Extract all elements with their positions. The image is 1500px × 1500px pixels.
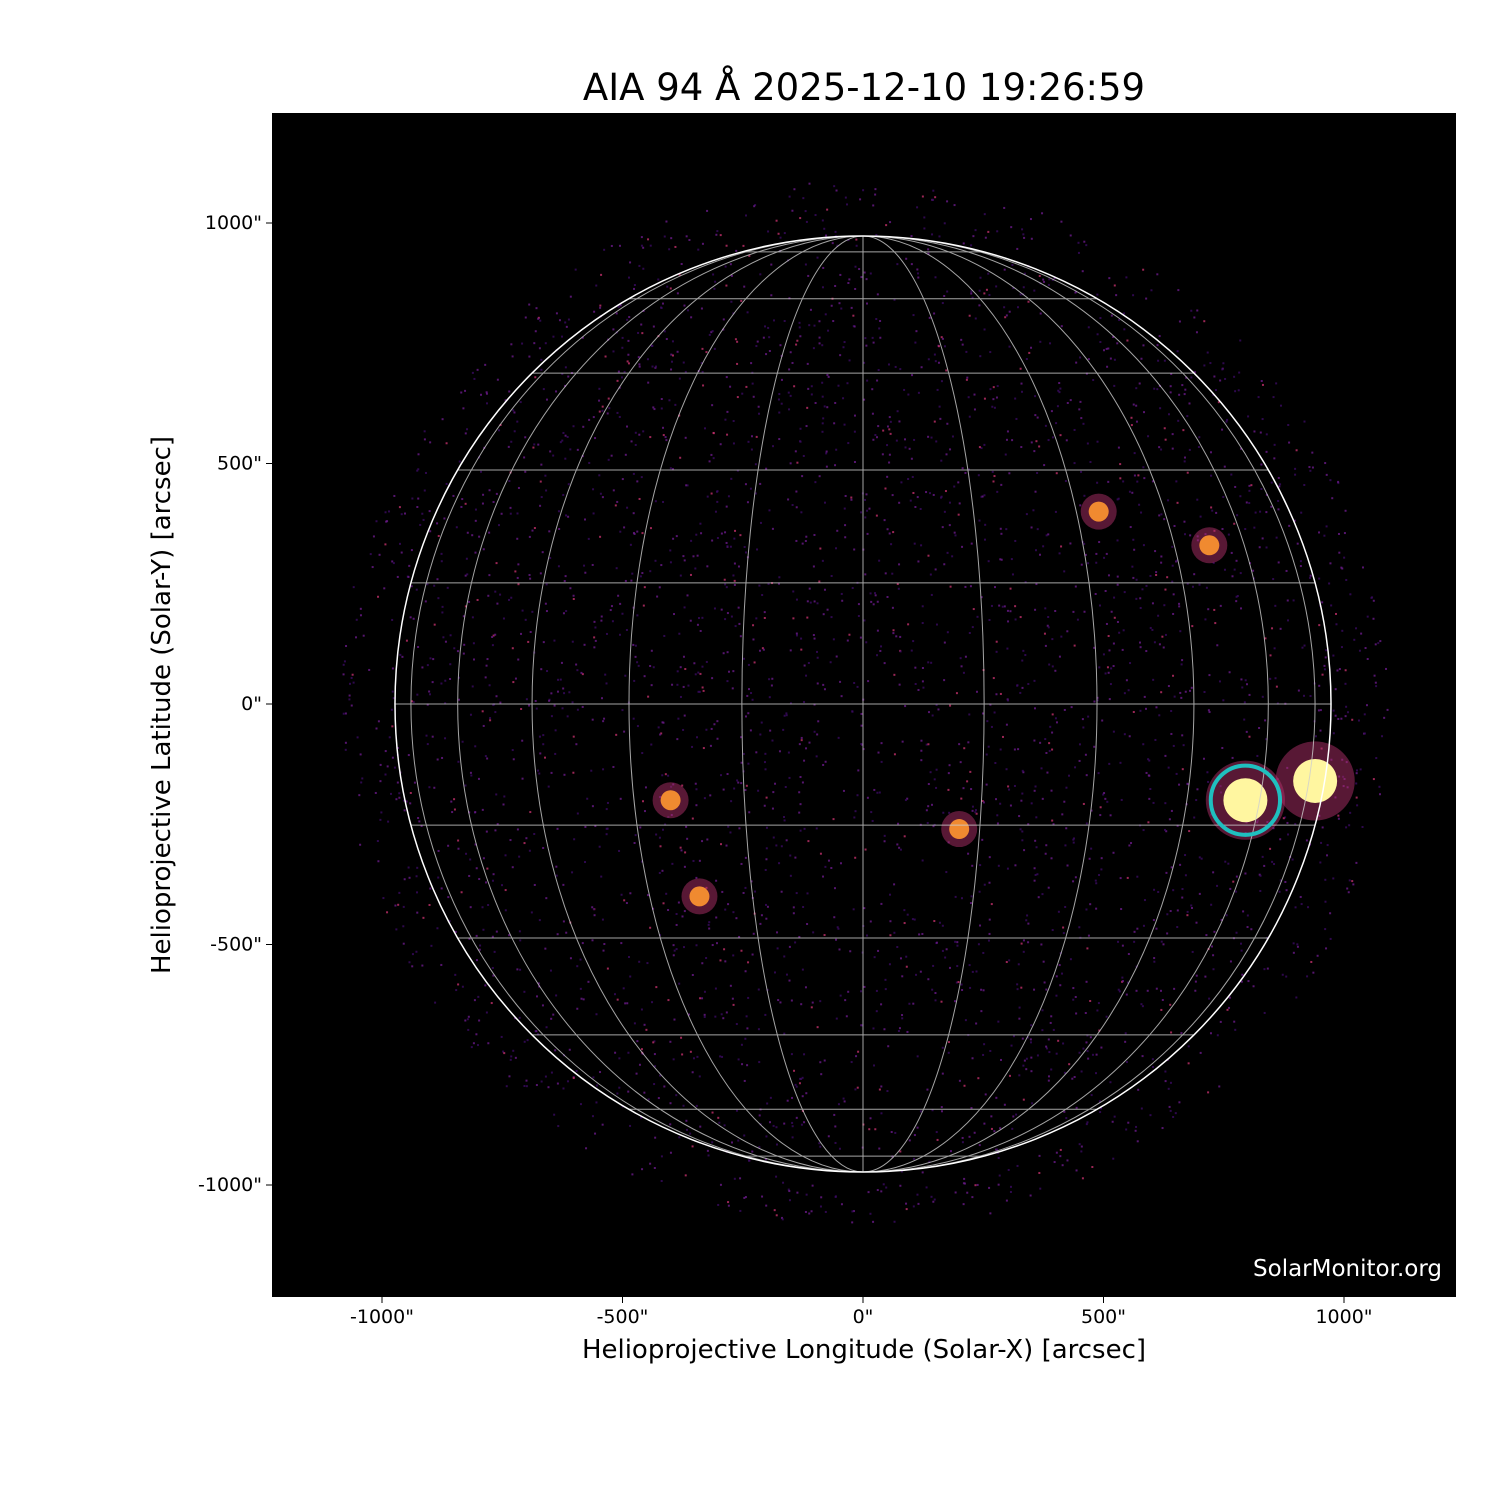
active-region-core <box>1293 758 1338 803</box>
flare-highlight-circle <box>1208 763 1283 837</box>
y-tick-label: 1000" <box>205 212 262 234</box>
y-tick-label: -500" <box>210 934 262 956</box>
x-tick-label: -1000" <box>350 1306 414 1328</box>
active-region-core <box>1223 778 1268 823</box>
active-region-core <box>660 790 681 811</box>
active-region-core <box>949 819 970 840</box>
x-tick-label: 500" <box>1081 1306 1126 1328</box>
plot-title: AIA 94 Å 2025-12-10 19:26:59 <box>582 66 1146 109</box>
x-tick-label: 1000" <box>1315 1306 1372 1328</box>
image-background <box>272 113 1456 1297</box>
solar-limb <box>394 235 1332 1173</box>
y-tick-label: -1000" <box>198 1174 262 1196</box>
longitude-line <box>741 235 864 1173</box>
watermark: SolarMonitor.org <box>1253 1256 1442 1282</box>
y-tick-label: 0" <box>241 693 262 715</box>
x-tick-label: -500" <box>597 1306 649 1328</box>
active-region-core <box>1088 501 1109 522</box>
y-axis-label: Helioprojective Latitude (Solar-Y) [arcs… <box>147 435 177 975</box>
x-axis-label: Helioprojective Longitude (Solar-X) [arc… <box>581 1335 1147 1365</box>
x-tick-label: 0" <box>853 1306 874 1328</box>
longitude-line <box>862 235 985 1173</box>
active-region-core <box>1199 535 1220 556</box>
y-tick-label: 500" <box>217 453 262 475</box>
corona-noise <box>342 182 1389 1224</box>
active-region-core <box>689 886 710 907</box>
